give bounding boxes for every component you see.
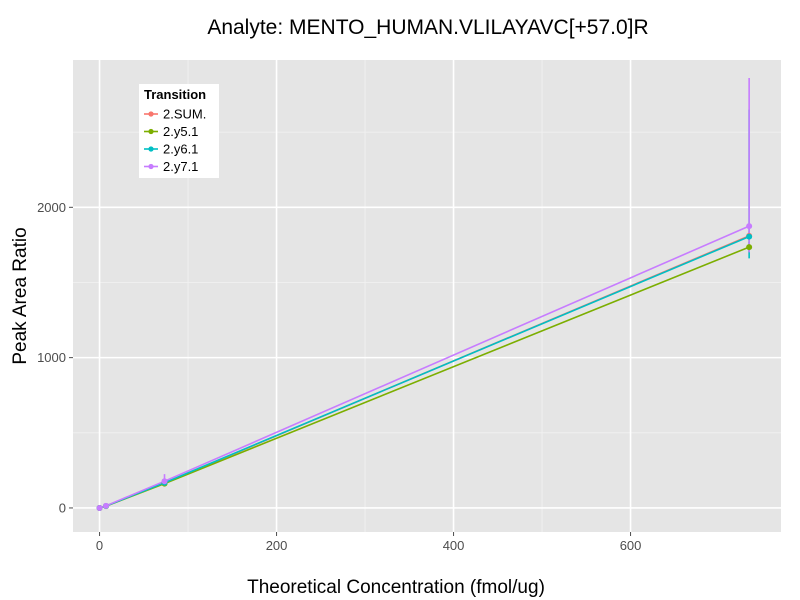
legend-items: 2.SUM. 2.y5.1 2.y6.1 2.y7.1 [144,107,206,174]
legend: Transition 2.SUM. 2.y5.1 2.y6.1 2.y7.1 [139,84,219,178]
legend-title: Transition [144,87,206,102]
series-layer [96,78,753,511]
x-axis-title: Theoretical Concentration (fmol/ug) [247,577,545,598]
major-gridlines [73,60,781,532]
data-point [746,223,753,230]
legend-key-point [148,111,154,117]
series-line [99,225,750,509]
data-point [161,478,168,485]
data-point [746,233,753,240]
legend-key-point [148,146,154,152]
x-tick-label: 600 [620,538,642,553]
y-tick-label: 2000 [37,200,66,215]
x-tick-label: 400 [443,538,465,553]
legend-label: 2.SUM. [163,107,206,122]
y-axis-title: Peak Area Ratio [10,227,31,364]
legend-label: 2.y5.1 [163,124,198,139]
y-tick-label: 1000 [37,350,66,365]
x-tick-label: 0 [96,538,103,553]
x-axis-ticks: 0 200 400 600 [96,532,641,553]
legend-label: 2.y7.1 [163,159,198,174]
chart-title: Analyte: MENTO_HUMAN.VLILAYAVC[+57.0]R [207,16,648,39]
legend-label: 2.y6.1 [163,142,198,157]
y-tick-label: 0 [59,500,66,515]
x-tick-label: 200 [266,538,288,553]
y-axis-ticks: 0 1000 2000 [37,200,73,515]
data-point [746,244,753,251]
legend-key-point [148,163,154,170]
legend-key-point [148,128,154,135]
data-point [103,502,110,509]
data-point [96,504,103,511]
